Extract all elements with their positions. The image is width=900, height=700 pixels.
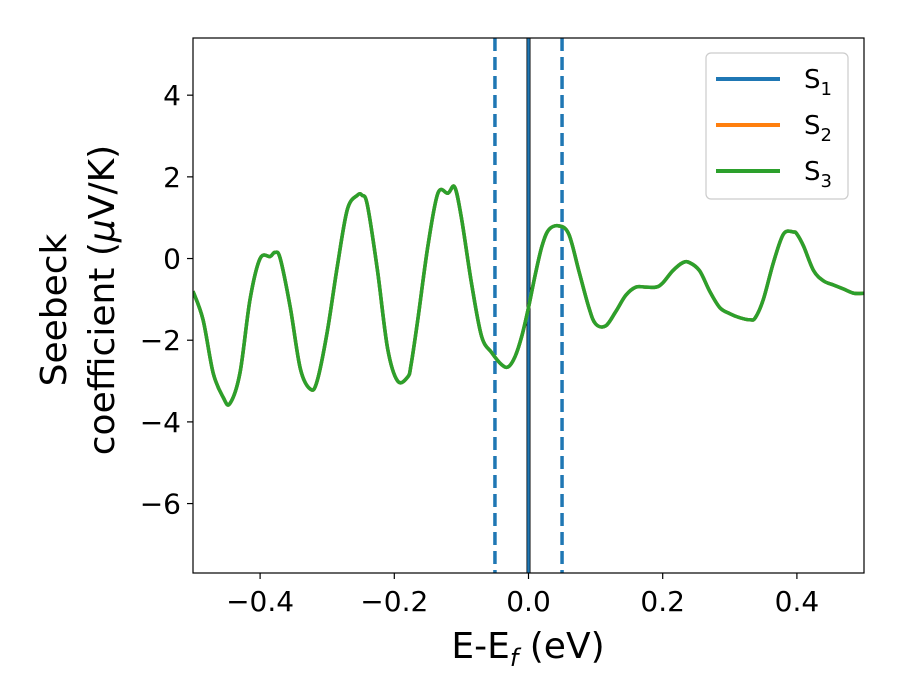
y-tick-label: 4 bbox=[163, 79, 181, 112]
y-tick-label: −2 bbox=[140, 324, 181, 357]
x-axis-label: E-Ef (eV) bbox=[451, 626, 604, 672]
x-tick-label: −0.2 bbox=[360, 585, 428, 618]
y-tick-label: −4 bbox=[140, 406, 181, 439]
x-tick-label: 0.4 bbox=[775, 585, 820, 618]
y-axis-label-line2: coefficient (μV/K) bbox=[82, 145, 123, 455]
y-axis: 4 2 0 −2 −4 −6 bbox=[140, 79, 193, 521]
legend-label-2: S2 bbox=[804, 111, 832, 146]
series-line-s3 bbox=[193, 184, 864, 407]
y-axis-label-line1: Seebeck bbox=[34, 233, 75, 386]
legend-label-1: S1 bbox=[804, 65, 832, 100]
x-axis: −0.4 −0.2 0.0 0.2 0.4 bbox=[226, 573, 819, 618]
y-tick-label: 0 bbox=[163, 243, 181, 276]
x-tick-label: 0.2 bbox=[640, 585, 685, 618]
x-tick-label: 0.0 bbox=[506, 585, 551, 618]
legend-label-3: S3 bbox=[804, 157, 832, 192]
legend: S1 S2 S3 bbox=[705, 52, 849, 200]
y-tick-label: 2 bbox=[163, 161, 181, 194]
series-lines bbox=[193, 184, 864, 407]
y-axis-label: Seebeck coefficient (μV/K) bbox=[34, 145, 123, 455]
x-tick-label: −0.4 bbox=[226, 585, 294, 618]
y-tick-label: −6 bbox=[140, 488, 181, 521]
